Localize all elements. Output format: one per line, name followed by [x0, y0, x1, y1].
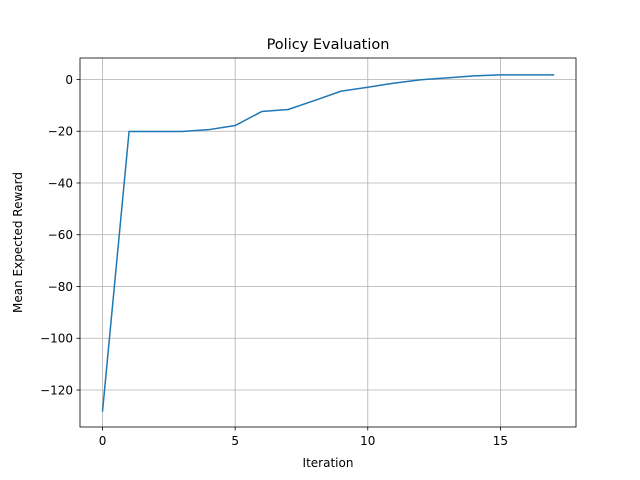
y-tick-label: −40	[48, 176, 73, 190]
x-axis-label: Iteration	[303, 456, 354, 470]
plot-frame	[79, 57, 577, 428]
y-tick-label: −80	[48, 280, 73, 294]
grid-lines	[80, 58, 576, 427]
x-tick-label: 0	[99, 434, 107, 448]
y-tick-label: −60	[48, 228, 73, 242]
y-tick-label: −20	[48, 125, 73, 139]
series-layer	[101, 74, 555, 412]
y-tick-label: −120	[40, 383, 73, 397]
chart-title: Policy Evaluation	[267, 37, 390, 53]
series-line	[101, 74, 555, 412]
tick-layer: 0 5 10 15 0 −20 −40 −60 −80 −100 −120	[40, 73, 508, 448]
x-tick-label: 5	[231, 434, 239, 448]
y-tick-label: 0	[65, 73, 73, 87]
y-axis-label: Mean Expected Reward	[11, 172, 25, 313]
y-tick-label: −100	[40, 332, 73, 346]
x-tick-label: 10	[360, 434, 375, 448]
x-tick-label: 15	[493, 434, 508, 448]
